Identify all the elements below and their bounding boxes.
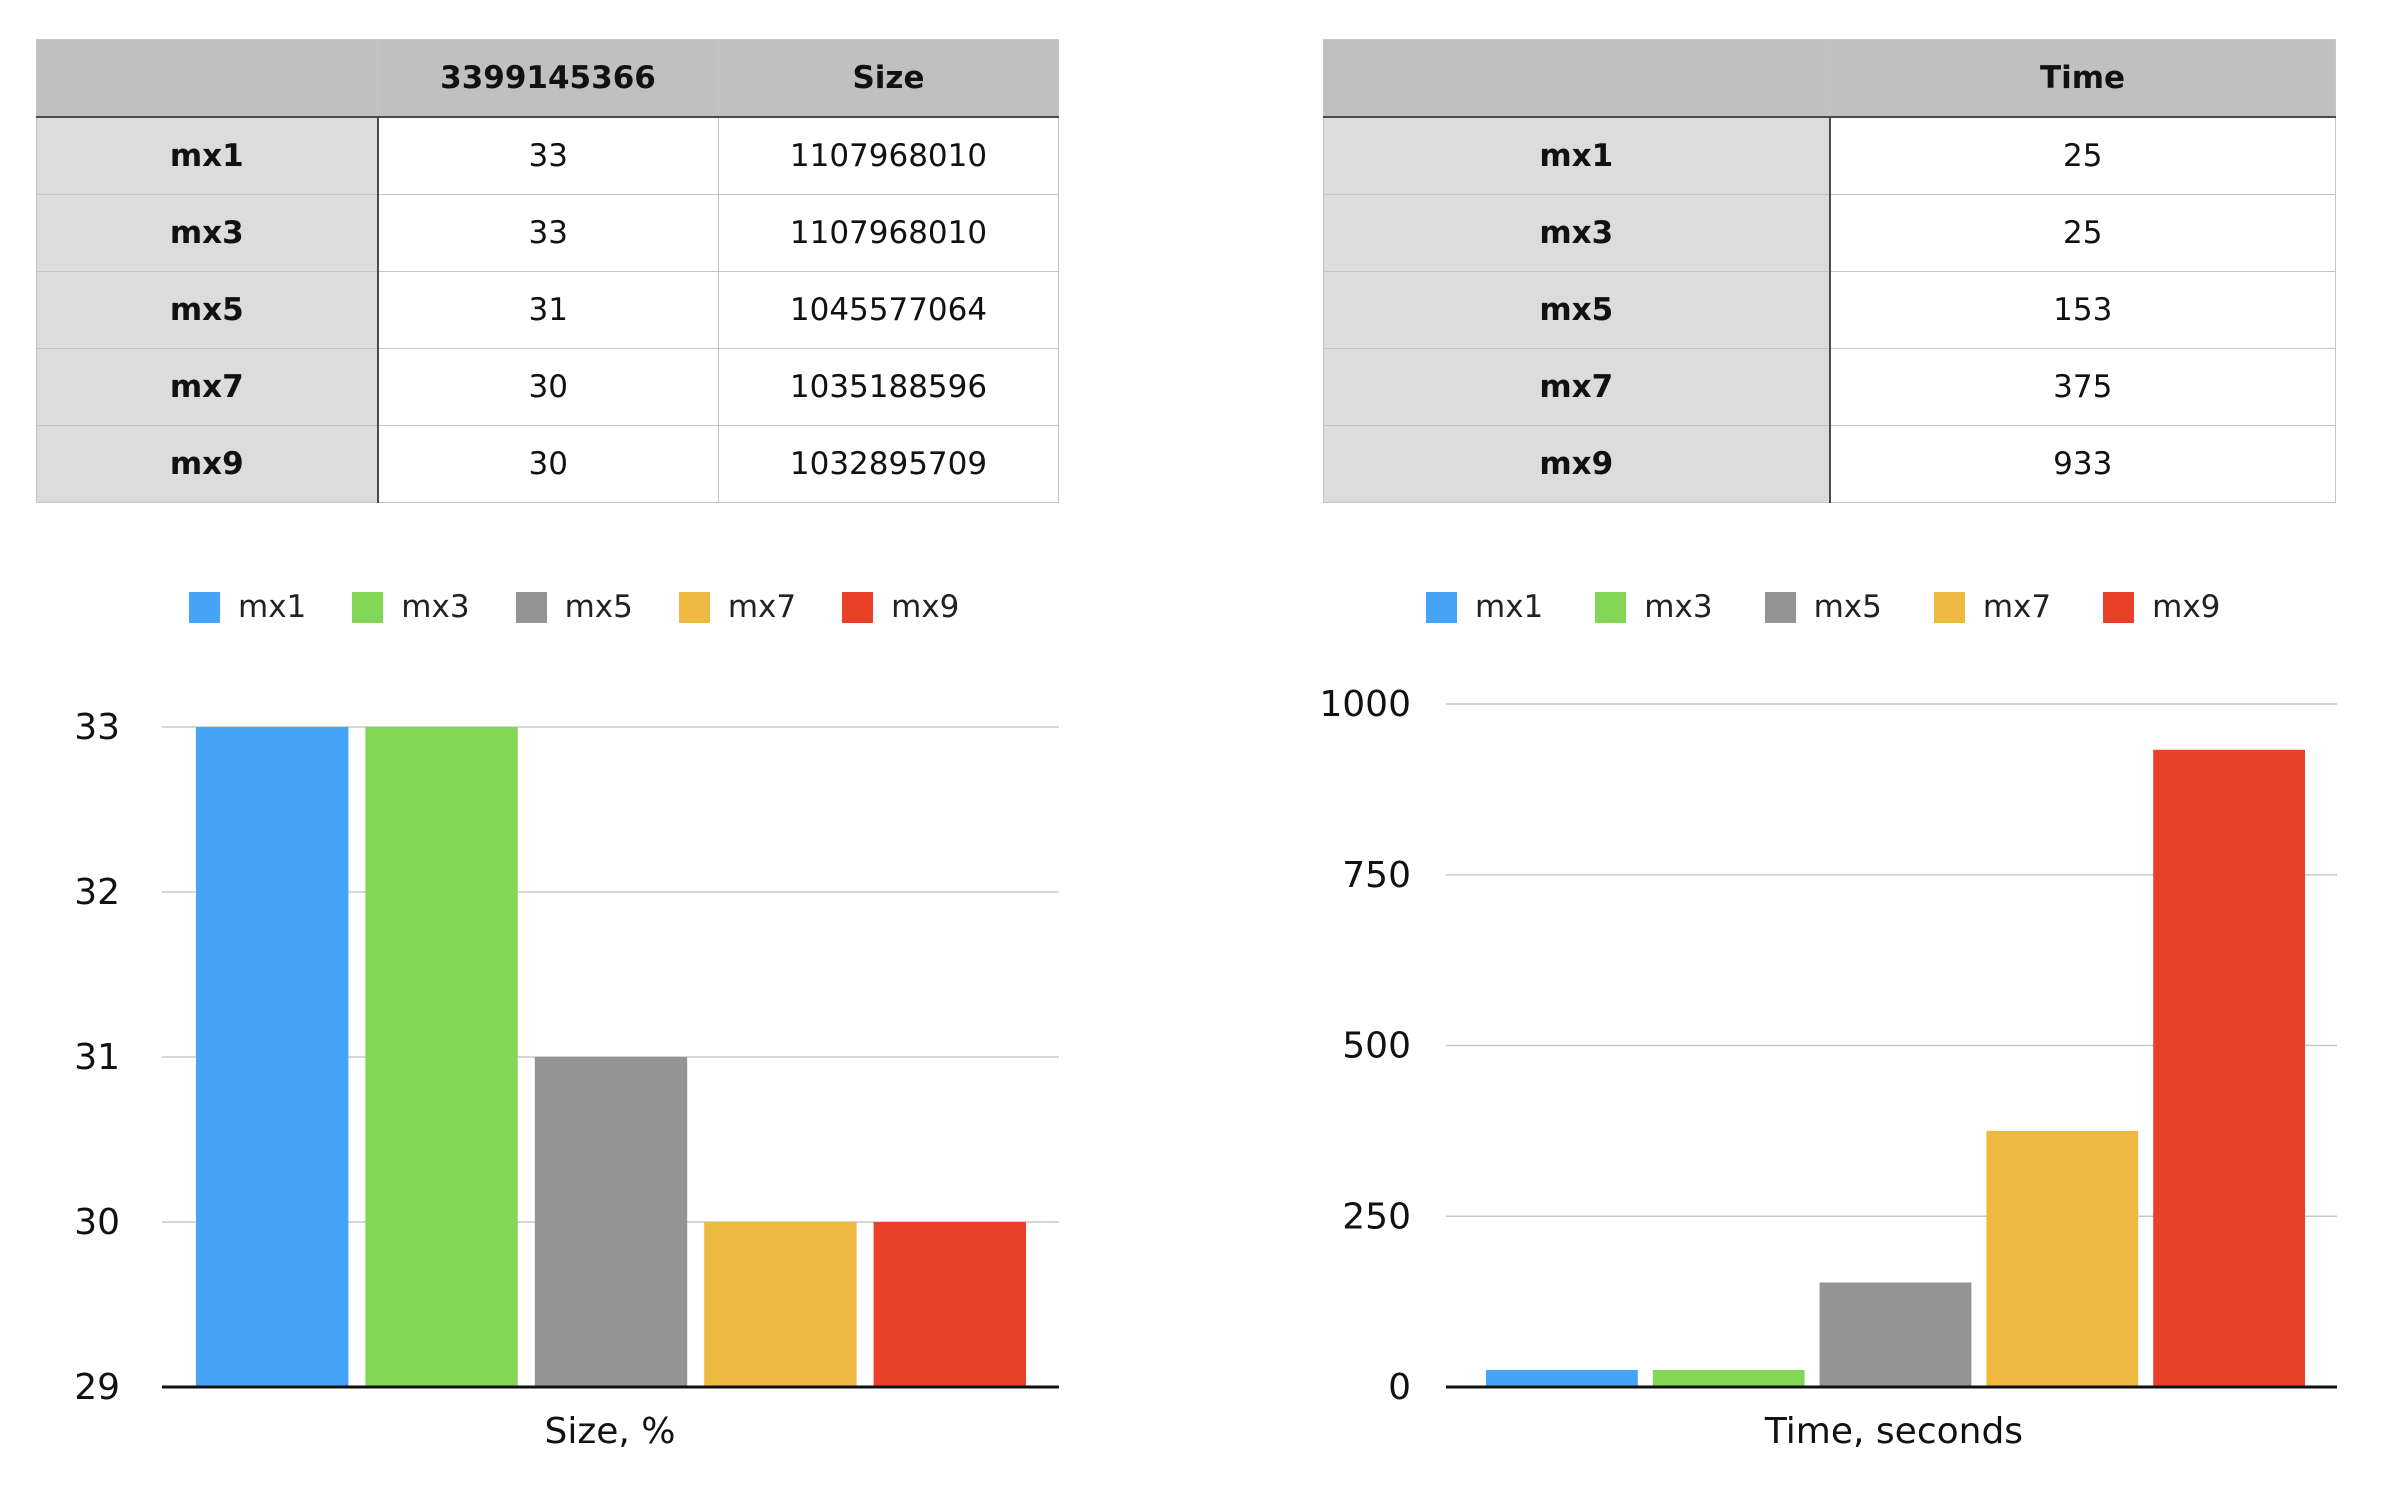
legend-item-mx3: mx3 <box>1595 589 1713 625</box>
legend-swatch <box>1764 591 1796 623</box>
time-panel: Time mx1 25 mx3 25 mx5 153 mx7 375 mx9 9 <box>1191 0 2382 1490</box>
legend-item-mx5: mx5 <box>1764 589 1882 625</box>
legend-item-mx7: mx7 <box>1933 589 2052 625</box>
y-tick-label: 750 <box>1342 855 1411 896</box>
table-row: mx9 933 <box>1323 425 2336 503</box>
row-header: mx5 <box>36 271 379 349</box>
table-cell: 33 <box>377 116 719 195</box>
legend-swatch <box>1426 591 1457 623</box>
y-tick-label: 1000 <box>1319 684 1411 725</box>
size-panel: 3399145366 Size mx1 33 1107968010 mx3 33… <box>36 39 1069 1452</box>
bar-mx1 <box>1486 1369 1638 1387</box>
table-header-row: Time <box>1323 39 2336 118</box>
bar-mx7 <box>704 1222 857 1387</box>
legend-item-mx9: mx9 <box>842 589 959 625</box>
table-row: mx7 30 1035188596 <box>36 348 1059 426</box>
table-row: mx3 25 <box>1323 194 2336 272</box>
table-cell: 1032895709 <box>718 425 1059 503</box>
y-tick-label: 0 <box>1388 1367 1411 1408</box>
row-header: mx7 <box>1323 348 1831 426</box>
legend-label: mx9 <box>2152 589 2221 625</box>
table-row: mx1 33 1107968010 <box>36 116 1059 195</box>
legend-item-mx1: mx1 <box>189 589 306 625</box>
table-cell: 1107968010 <box>718 116 1059 195</box>
time-table: Time mx1 25 mx3 25 mx5 153 mx7 375 mx9 9 <box>1323 39 2336 503</box>
bar-mx9 <box>873 1222 1026 1387</box>
y-tick-label: 32 <box>74 872 120 913</box>
table-cell: 1035188596 <box>718 348 1059 426</box>
table-cell: 153 <box>1829 271 2336 349</box>
table-corner-cell <box>36 39 378 118</box>
legend-item-mx5: mx5 <box>515 589 633 625</box>
legend-swatch <box>678 591 710 623</box>
row-header: mx3 <box>1323 194 1831 272</box>
legend-label: mx9 <box>891 589 960 625</box>
table-cell: 1045577064 <box>718 271 1059 349</box>
table-corner-cell <box>1323 39 1830 118</box>
table-cell: 30 <box>377 425 719 503</box>
table-row: mx1 25 <box>1323 116 2336 195</box>
size-table: 3399145366 Size mx1 33 1107968010 mx3 33… <box>36 39 1059 503</box>
y-tick-label: 250 <box>1342 1196 1411 1237</box>
x-axis-label: Time, seconds <box>1764 1411 2023 1452</box>
y-tick-label: 29 <box>74 1367 120 1408</box>
table-cell: 31 <box>377 271 719 349</box>
legend-swatch <box>1595 591 1627 623</box>
row-header: mx3 <box>36 194 379 272</box>
table-cell: 25 <box>1829 194 2336 272</box>
y-tick-label: 30 <box>74 1202 120 1243</box>
legend-swatch <box>352 591 384 623</box>
bar-mx7 <box>1986 1130 2139 1387</box>
legend-label: mx3 <box>401 589 470 625</box>
bar-mx9 <box>2153 749 2305 1387</box>
chart-legend: mx1 mx3 mx5 mx7 mx9 <box>189 589 1069 625</box>
bar-mx3 <box>365 727 518 1387</box>
legend-swatch <box>515 591 547 623</box>
table-cell: 933 <box>1829 425 2336 503</box>
bar-mx1 <box>196 727 349 1387</box>
size-bar-chart: 29 30 31 32 33 Size, % <box>74 707 1059 1452</box>
row-header: mx7 <box>36 348 379 426</box>
bar-mx3 <box>1652 1369 1805 1387</box>
y-tick-label: 33 <box>74 707 120 748</box>
legend-label: mx3 <box>1644 589 1713 625</box>
legend-item-mx7: mx7 <box>678 589 797 625</box>
row-header: mx1 <box>36 116 379 195</box>
table-row: mx5 31 1045577064 <box>36 271 1059 349</box>
column-header: Size <box>718 39 1059 118</box>
column-header: Time <box>1829 39 2336 118</box>
legend-label: mx1 <box>238 589 307 625</box>
table-cell: 375 <box>1829 348 2336 426</box>
table-row: mx9 30 1032895709 <box>36 425 1059 503</box>
legend-swatch <box>2103 591 2135 623</box>
table-row: mx7 375 <box>1323 348 2336 426</box>
legend-swatch <box>189 591 220 623</box>
legend-label: mx7 <box>727 589 797 625</box>
legend-item-mx3: mx3 <box>352 589 470 625</box>
table-cell: 30 <box>377 348 719 426</box>
legend-label: mx1 <box>1475 589 1544 625</box>
y-tick-label: 31 <box>74 1037 120 1078</box>
row-header: mx1 <box>1323 116 1831 195</box>
time-bar-chart: 0 250 500 750 1000 Time, seconds <box>1319 684 2337 1452</box>
legend-label: mx5 <box>1813 589 1882 625</box>
table-header-row: 3399145366 Size <box>36 39 1059 118</box>
row-header: mx9 <box>1323 425 1831 503</box>
legend-item-mx9: mx9 <box>2103 589 2220 625</box>
y-tick-label: 500 <box>1342 1026 1411 1067</box>
row-header: mx9 <box>36 425 379 503</box>
legend-swatch <box>1933 591 1965 623</box>
x-axis-label: Size, % <box>545 1411 676 1452</box>
legend-swatch <box>842 591 874 623</box>
chart-legend: mx1 mx3 mx5 mx7 mx9 <box>1426 589 2346 625</box>
table-cell: 33 <box>377 194 719 272</box>
bar-mx5 <box>1819 1282 1972 1387</box>
bar-mx5 <box>534 1057 688 1387</box>
legend-label: mx5 <box>564 589 633 625</box>
legend-label: mx7 <box>1982 589 2052 625</box>
legend-item-mx1: mx1 <box>1426 589 1543 625</box>
column-header: 3399145366 <box>377 39 719 118</box>
table-cell: 25 <box>1829 116 2336 195</box>
